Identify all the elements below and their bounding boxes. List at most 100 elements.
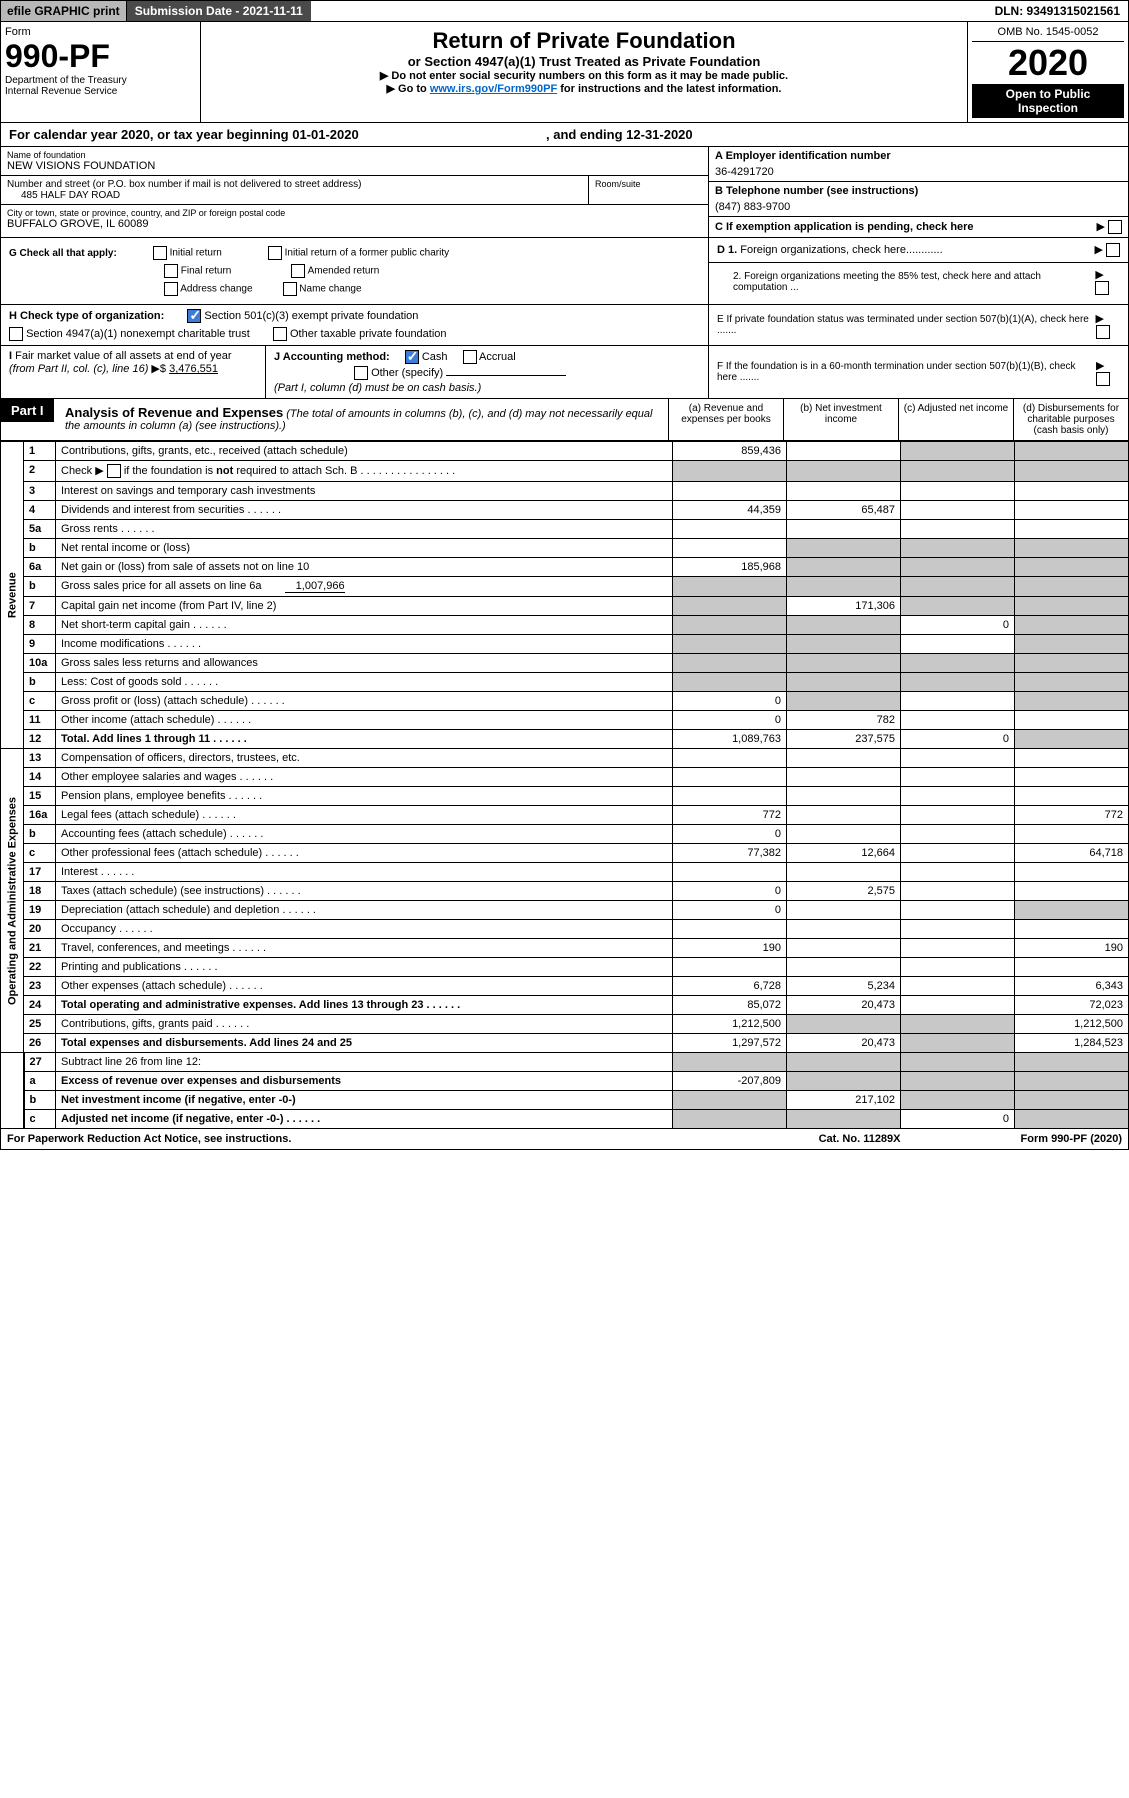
table-cell: 44,359 bbox=[673, 501, 787, 520]
line-desc: Depreciation (attach schedule) and deple… bbox=[56, 901, 673, 920]
table-cell bbox=[787, 958, 901, 977]
table-cell: 64,718 bbox=[1015, 844, 1129, 863]
efile-label[interactable]: efile GRAPHIC print bbox=[1, 1, 127, 21]
table-cell bbox=[1015, 882, 1129, 901]
line-desc: Accounting fees (attach schedule) . . . … bbox=[56, 825, 673, 844]
table-cell bbox=[1015, 768, 1129, 787]
table-cell bbox=[901, 673, 1015, 692]
table-cell bbox=[1015, 654, 1129, 673]
table-cell: 0 bbox=[673, 711, 787, 730]
table-cell: 859,436 bbox=[673, 442, 787, 461]
chk-accrual[interactable] bbox=[463, 350, 477, 364]
ein-label: A Employer identification number bbox=[715, 150, 1122, 162]
g-section: G Check all that apply: Initial return I… bbox=[1, 238, 708, 304]
table-cell bbox=[901, 958, 1015, 977]
line-desc: Legal fees (attach schedule) . . . . . . bbox=[56, 806, 673, 825]
e-checkbox[interactable] bbox=[1096, 325, 1110, 339]
table-cell bbox=[787, 825, 901, 844]
form-header: Form 990-PF Department of the Treasury I… bbox=[0, 22, 1129, 123]
line-no: 12 bbox=[24, 730, 56, 749]
ein-value: 36-4291720 bbox=[715, 162, 1122, 178]
table-cell bbox=[1015, 635, 1129, 654]
g-opt-5: Name change bbox=[299, 284, 361, 295]
d2-checkbox[interactable] bbox=[1095, 281, 1109, 295]
table-row: 15Pension plans, employee benefits . . .… bbox=[1, 787, 1129, 806]
line-no: 18 bbox=[24, 882, 56, 901]
line-no: b bbox=[24, 1091, 56, 1110]
table-cell bbox=[1015, 711, 1129, 730]
line-desc: Net rental income or (loss) bbox=[56, 539, 673, 558]
table-row: 9Income modifications . . . . . . bbox=[1, 635, 1129, 654]
table-cell bbox=[901, 1072, 1015, 1091]
table-cell bbox=[787, 577, 901, 597]
cal-begin: For calendar year 2020, or tax year begi… bbox=[9, 127, 359, 142]
table-cell bbox=[901, 825, 1015, 844]
side-label: Revenue bbox=[1, 442, 24, 749]
chk-amended[interactable] bbox=[291, 264, 305, 278]
line-desc: Contributions, gifts, grants, etc., rece… bbox=[56, 442, 673, 461]
table-cell: 772 bbox=[673, 806, 787, 825]
ein-cell: A Employer identification number 36-4291… bbox=[709, 147, 1128, 182]
chk-final[interactable] bbox=[164, 264, 178, 278]
line-desc: Compensation of officers, directors, tru… bbox=[56, 749, 673, 768]
chk-other-method[interactable] bbox=[354, 366, 368, 380]
footer-mid: Cat. No. 11289X bbox=[819, 1133, 901, 1145]
line-no: b bbox=[24, 673, 56, 692]
line-desc: Dividends and interest from securities .… bbox=[56, 501, 673, 520]
table-cell: 217,102 bbox=[787, 1091, 901, 1110]
d2-text: 2. Foreign organizations meeting the 85%… bbox=[717, 271, 1095, 293]
i-section: I I Fair market value of all assets at e… bbox=[1, 346, 266, 398]
table-cell bbox=[673, 616, 787, 635]
irs-link[interactable]: www.irs.gov/Form990PF bbox=[430, 83, 557, 95]
line-no: a bbox=[24, 1072, 56, 1091]
table-cell bbox=[787, 520, 901, 539]
chk-4947[interactable] bbox=[9, 327, 23, 341]
name-label: Name of foundation bbox=[7, 150, 702, 160]
line-no: 4 bbox=[24, 501, 56, 520]
line-desc: Excess of revenue over expenses and disb… bbox=[56, 1072, 673, 1091]
table-cell bbox=[901, 863, 1015, 882]
side-blank bbox=[1, 1053, 24, 1129]
line-desc: Contributions, gifts, grants paid . . . … bbox=[56, 1015, 673, 1034]
tel-label: B Telephone number (see instructions) bbox=[715, 185, 1122, 197]
table-cell: 5,234 bbox=[787, 977, 901, 996]
chk-501c3[interactable] bbox=[187, 309, 201, 323]
chk-name[interactable] bbox=[283, 282, 297, 296]
line-desc: Capital gain net income (from Part IV, l… bbox=[56, 597, 673, 616]
j-section: J Accounting method: Cash Accrual Other … bbox=[266, 346, 708, 398]
chk-address[interactable] bbox=[164, 282, 178, 296]
chk-initial[interactable] bbox=[153, 246, 167, 260]
g-opt-3: Initial return of a former public charit… bbox=[285, 248, 450, 259]
h-section: H Check type of organization: Section 50… bbox=[1, 305, 708, 345]
chk-other-taxable[interactable] bbox=[273, 327, 287, 341]
c-checkbox[interactable] bbox=[1108, 220, 1122, 234]
g-opt-0: Initial return bbox=[170, 248, 222, 259]
f-checkbox[interactable] bbox=[1096, 372, 1110, 386]
line-no: 13 bbox=[24, 749, 56, 768]
line-no: 9 bbox=[24, 635, 56, 654]
table-cell bbox=[673, 1091, 787, 1110]
g-opt-4: Amended return bbox=[308, 266, 380, 277]
table-cell bbox=[1015, 825, 1129, 844]
table-cell bbox=[673, 597, 787, 616]
table-cell: 0 bbox=[673, 825, 787, 844]
chk-initial-former[interactable] bbox=[268, 246, 282, 260]
i-j-f-row: I I Fair market value of all assets at e… bbox=[0, 346, 1129, 399]
table-cell bbox=[901, 482, 1015, 501]
table-cell bbox=[1015, 1110, 1129, 1129]
d1-checkbox[interactable] bbox=[1106, 243, 1120, 257]
table-cell bbox=[901, 520, 1015, 539]
form-subtitle: or Section 4947(a)(1) Trust Treated as P… bbox=[207, 54, 961, 69]
table-cell: 190 bbox=[1015, 939, 1129, 958]
table-cell bbox=[787, 787, 901, 806]
table-row: 22Printing and publications . . . . . . bbox=[1, 958, 1129, 977]
line-desc: Check ▶ if the foundation is not require… bbox=[56, 461, 673, 482]
chk-cash[interactable] bbox=[405, 350, 419, 364]
table-row: Operating and Administrative Expenses13C… bbox=[1, 749, 1129, 768]
table-cell bbox=[901, 749, 1015, 768]
line-no: 24 bbox=[24, 996, 56, 1015]
line-desc: Other professional fees (attach schedule… bbox=[56, 844, 673, 863]
line-desc: Printing and publications . . . . . . bbox=[56, 958, 673, 977]
table-row: 18Taxes (attach schedule) (see instructi… bbox=[1, 882, 1129, 901]
line-desc: Net gain or (loss) from sale of assets n… bbox=[56, 558, 673, 577]
